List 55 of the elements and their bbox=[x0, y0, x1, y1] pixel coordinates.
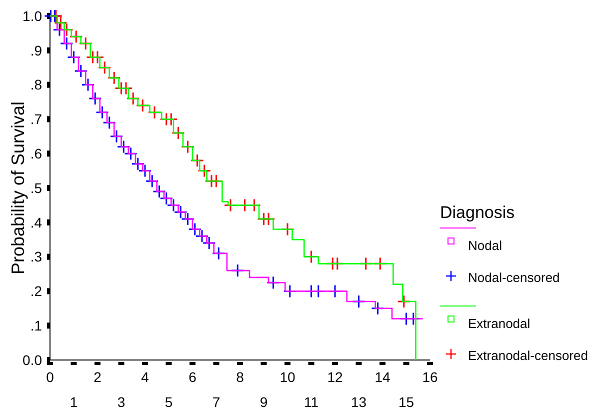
y-tick-label: 1.0 bbox=[22, 8, 42, 24]
point bbox=[74, 64, 88, 78]
y-tick-label: .3 bbox=[30, 248, 42, 265]
y-tick-label: .8 bbox=[30, 76, 42, 93]
legend-label: Nodal bbox=[468, 238, 502, 253]
x2-tick-label: 5 bbox=[164, 394, 173, 410]
point bbox=[102, 116, 116, 130]
point bbox=[110, 130, 124, 144]
point bbox=[60, 36, 74, 50]
point bbox=[136, 98, 150, 112]
x-tick-label: 2 bbox=[94, 369, 102, 385]
point bbox=[67, 50, 80, 64]
point bbox=[78, 36, 92, 50]
x2-tick-label: 13 bbox=[350, 394, 367, 410]
y-tick-label: .2 bbox=[30, 283, 42, 300]
legend-label: Extranodal bbox=[468, 316, 530, 331]
x-tick-label: 16 bbox=[422, 369, 438, 385]
point bbox=[172, 126, 185, 140]
legend-label: Nodal-censored bbox=[468, 270, 560, 285]
point bbox=[126, 92, 140, 106]
y-tick-label: .5 bbox=[30, 180, 42, 196]
x2-tick-label: 3 bbox=[117, 394, 126, 410]
y-tick-label: 0.0 bbox=[22, 352, 42, 368]
point bbox=[397, 294, 411, 308]
x-tick-label: 14 bbox=[374, 369, 390, 385]
x-tick-label: 12 bbox=[327, 369, 343, 385]
y-tick-label: .7 bbox=[30, 111, 42, 128]
point bbox=[96, 106, 109, 120]
x-tick-label: 6 bbox=[188, 369, 197, 385]
point bbox=[81, 78, 95, 92]
x-tick-label: 0 bbox=[46, 369, 54, 385]
x2-tick-label: 11 bbox=[304, 394, 319, 410]
point bbox=[198, 164, 212, 178]
point bbox=[190, 154, 204, 168]
legend-label: Extranodal-censored bbox=[468, 348, 588, 363]
x-tick-label: 8 bbox=[236, 369, 244, 385]
legend-title: Diagnosis bbox=[440, 203, 515, 222]
point bbox=[230, 264, 244, 278]
x2-tick-label: 1 bbox=[70, 394, 78, 410]
x2-tick-label: 9 bbox=[260, 394, 268, 410]
x2-tick-label: 7 bbox=[212, 394, 220, 410]
x-tick-label: 4 bbox=[141, 369, 150, 385]
point bbox=[107, 71, 121, 85]
y-tick-label: .6 bbox=[30, 146, 42, 162]
point bbox=[371, 302, 384, 316]
point bbox=[88, 92, 102, 106]
point bbox=[262, 212, 276, 226]
point bbox=[352, 294, 366, 308]
y-tick-label: .9 bbox=[30, 42, 42, 58]
x2-tick-label: 15 bbox=[398, 394, 414, 410]
point bbox=[145, 174, 159, 188]
y-tick-label: .1 bbox=[30, 318, 42, 334]
y-axis-title: Probability of Survival bbox=[8, 101, 28, 275]
x-tick-label: 10 bbox=[280, 369, 296, 385]
y-tick-label: .4 bbox=[30, 214, 42, 230]
